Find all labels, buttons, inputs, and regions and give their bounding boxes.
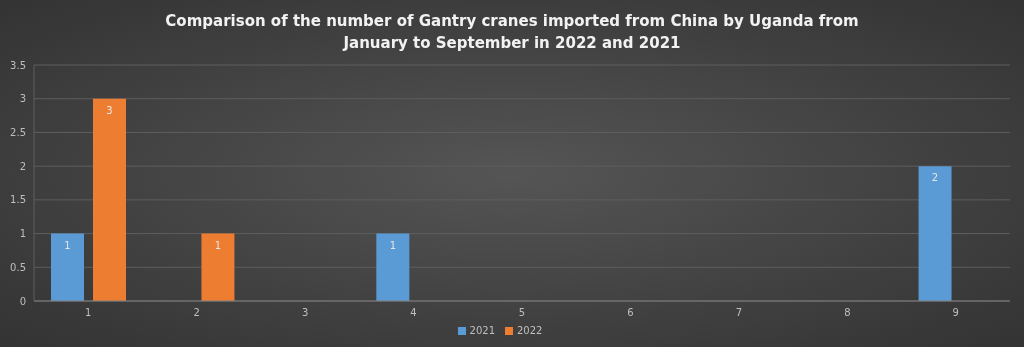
svg-text:9: 9 [953, 307, 959, 318]
svg-text:2.5: 2.5 [10, 127, 26, 138]
svg-text:7: 7 [736, 307, 742, 318]
svg-text:6: 6 [627, 307, 633, 318]
html-text:Comparison of the number of Ga: Comparison of the number of Gantry crane… [165, 12, 859, 52]
svg-text:1: 1 [215, 240, 221, 251]
html-text:2022: 2022 [517, 325, 543, 336]
html-text:2021: 2021 [469, 325, 495, 336]
svg-text:1: 1 [64, 240, 70, 251]
svg-text:2: 2 [20, 161, 26, 172]
svg-text:1.5: 1.5 [10, 194, 26, 205]
svg-text:3: 3 [20, 93, 26, 104]
svg-text:2: 2 [932, 172, 938, 183]
svg-text:0.5: 0.5 [10, 262, 26, 273]
svg-text:2: 2 [193, 307, 199, 318]
svg-text:1: 1 [20, 228, 26, 239]
svg-text:4: 4 [410, 307, 416, 318]
svg-text:1: 1 [390, 240, 396, 251]
svg-text:3.5: 3.5 [10, 60, 26, 71]
svg-text:5: 5 [519, 307, 525, 318]
svg-text:8: 8 [844, 307, 850, 318]
svg-text:1: 1 [85, 307, 91, 318]
svg-text:3: 3 [302, 307, 308, 318]
svg-text:3: 3 [106, 105, 112, 116]
svg-text:0: 0 [20, 296, 26, 307]
